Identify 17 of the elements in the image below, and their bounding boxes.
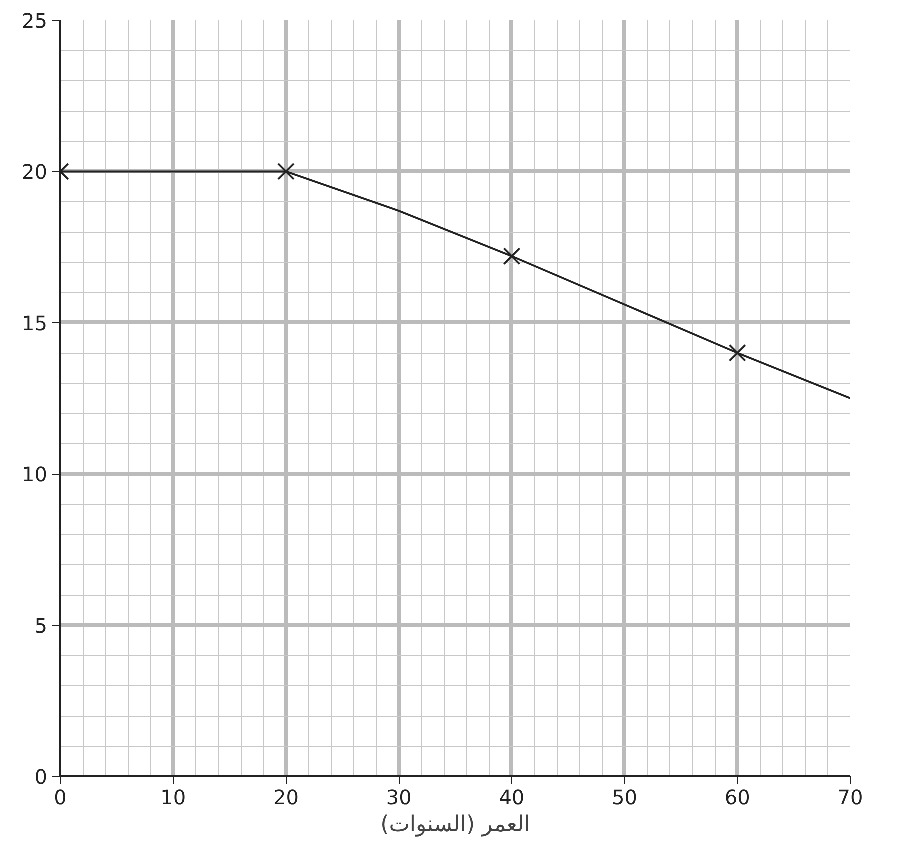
x-tick-label: 50 xyxy=(612,786,638,810)
x-tick-label: 70 xyxy=(838,786,864,810)
point xyxy=(503,248,521,266)
y-tick-label: 5 xyxy=(34,614,48,638)
x-tick-label: 40 xyxy=(499,786,525,810)
y-tick-label: 0 xyxy=(34,765,48,789)
x-tick-label: 30 xyxy=(386,786,412,810)
x-tick-label: 60 xyxy=(724,786,750,810)
x-tick-label: 0 xyxy=(54,786,67,810)
y-tick-label: 15 xyxy=(22,311,48,336)
y-tick-label: 20 xyxy=(22,160,48,184)
x-axis-title: العمر (السنوات) xyxy=(380,812,530,838)
y-tick-label: 10 xyxy=(22,462,48,487)
x-tick-label: 20 xyxy=(273,786,299,810)
y-tick-label: 25 xyxy=(22,9,48,33)
x-tick-label: 10 xyxy=(160,786,186,810)
point xyxy=(728,344,746,362)
